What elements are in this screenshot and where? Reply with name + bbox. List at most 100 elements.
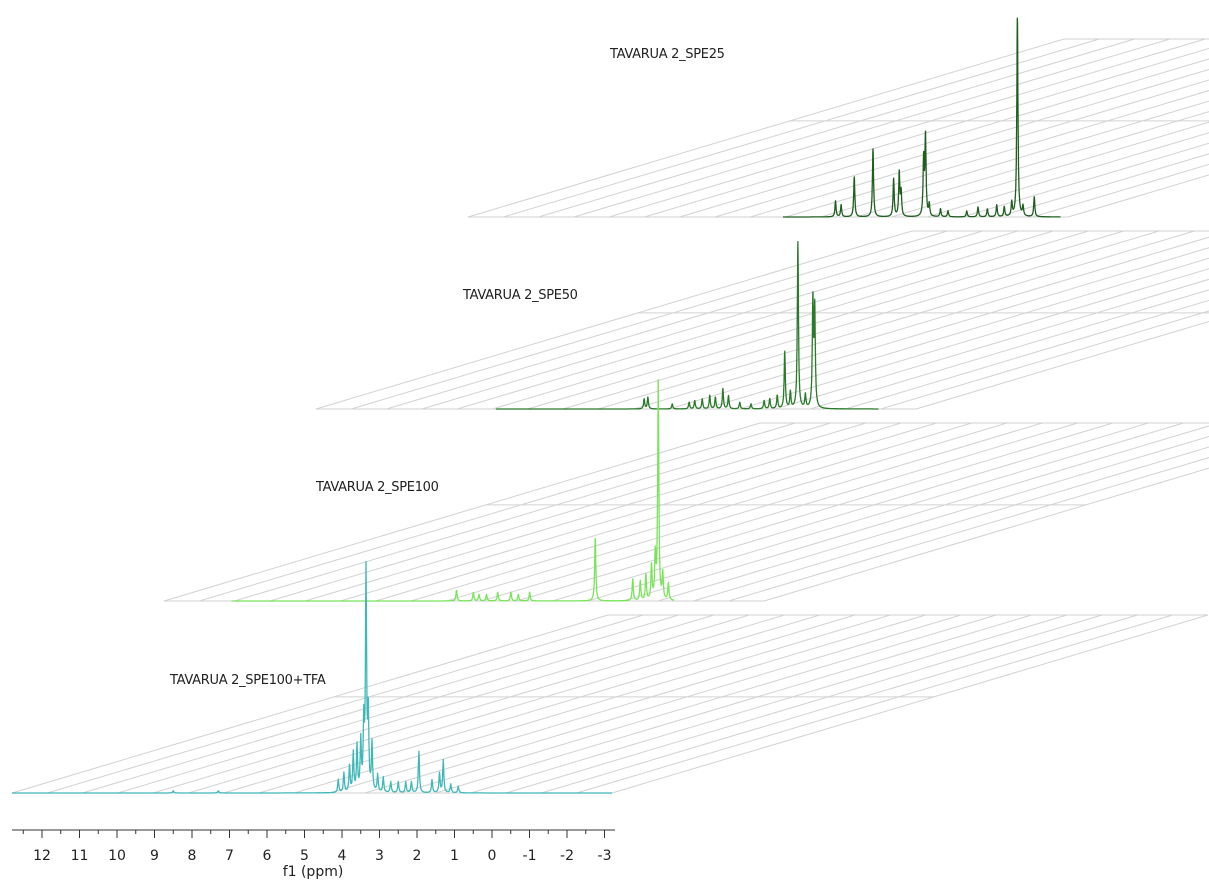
grid-diagonal (375, 422, 972, 602)
tick-label: 4 (338, 848, 347, 864)
grid-diagonal (305, 422, 902, 602)
grid-diagonal (457, 230, 1054, 410)
grid-diagonal (364, 614, 962, 794)
x-axis-ticks: 12 11 10 9 8 7 6 5 4 3 2 1 0 -1 -2 -3 (22, 830, 612, 864)
series-trace-1 (495, 240, 879, 410)
grid-diagonal (609, 38, 1206, 218)
grid-diagonal (714, 68, 1209, 218)
grid-diagonal (679, 58, 1209, 218)
grid-diagonal (961, 142, 1209, 218)
grid-diagonal (997, 153, 1209, 218)
grid-diagonal (481, 422, 1078, 602)
grid-diagonal (541, 614, 1138, 794)
grid-diagonal (351, 230, 948, 410)
grid-diagonal (1032, 163, 1209, 218)
grid-diagonal (258, 614, 856, 794)
series-trace-3 (11, 560, 613, 794)
tick-label: 0 (488, 848, 497, 864)
grid-diagonal (467, 38, 1065, 218)
tick-label: -3 (598, 848, 612, 864)
grid-diagonal (611, 614, 1209, 794)
tick-label: 9 (150, 848, 159, 864)
grid-diagonal (552, 422, 1149, 602)
grid-diagonal (386, 230, 983, 410)
grid-diagonal (1067, 174, 1209, 218)
grid-diagonal (891, 121, 1209, 218)
grid-diagonal (82, 614, 679, 794)
tick-label: 5 (300, 848, 309, 864)
grid-diagonal (435, 614, 1032, 794)
grid-plane (11, 614, 1209, 794)
grid-diagonal (880, 310, 1209, 410)
grid-diagonal (856, 111, 1209, 218)
series-trace-2 (231, 379, 675, 602)
grid-diagonal (199, 422, 796, 602)
grid-diagonal (446, 422, 1043, 602)
grid-diagonal (622, 425, 1209, 602)
grid-diagonal (763, 467, 1209, 602)
grid-diagonal (527, 230, 1124, 410)
grid-diagonal (153, 614, 750, 794)
grid-diagonal (739, 268, 1209, 410)
tick-label: 7 (225, 848, 234, 864)
grid-diagonal (294, 614, 891, 794)
grid-diagonal (163, 422, 761, 602)
grid-diagonal (785, 90, 1209, 218)
grid-diagonal (774, 278, 1209, 410)
grid-diagonal (47, 614, 644, 794)
tick-label: 2 (413, 848, 422, 864)
series-trace-0 (782, 17, 1061, 218)
grid-diagonal (750, 79, 1209, 218)
grid-diagonal (644, 47, 1209, 218)
x-axis: 12 11 10 9 8 7 6 5 4 3 2 1 0 -1 -2 -3 f1 (ppm) (12, 829, 615, 880)
tick-label: 11 (71, 848, 89, 864)
tick-label: 6 (263, 848, 272, 864)
grid-diagonal (410, 422, 1008, 602)
tick-label: -1 (523, 848, 537, 864)
grid-diagonal (573, 38, 1171, 218)
grid-diagonal (728, 457, 1209, 602)
grid-diagonal (188, 614, 785, 794)
grid-diagonal (587, 422, 1184, 602)
grid-diagonal (315, 230, 913, 410)
tick-label: 12 (33, 848, 51, 864)
tick-label: 1 (450, 848, 459, 864)
grid-diagonal (421, 230, 1019, 410)
grid-diagonal (117, 614, 715, 794)
grid-diagonal (820, 100, 1209, 218)
grid-diagonal (234, 422, 831, 602)
grid-diagonal (329, 614, 926, 794)
tick-label: -2 (560, 848, 574, 864)
grid-diagonal (11, 614, 609, 794)
grid-diagonal (400, 614, 997, 794)
grid-diagonal (538, 38, 1135, 218)
grid-diagonal (633, 236, 1209, 410)
grid-diagonal (223, 614, 820, 794)
x-axis-title: f1 (ppm) (283, 864, 344, 880)
grid-diagonal (516, 422, 1114, 602)
grid-diagonal (668, 247, 1209, 410)
grid-diagonal (809, 289, 1209, 410)
tick-label: 3 (375, 848, 384, 864)
grid-diagonal (269, 422, 867, 602)
grid-diagonal (470, 614, 1067, 794)
series-label-1: TAVARUA 2_SPE50 (462, 288, 578, 303)
series-label-2: TAVARUA 2_SPE100 (315, 480, 439, 495)
grid-plane (467, 38, 1209, 218)
spectra-layer: TAVARUA 2_SPE25 TAVARUA 2_SPE50 TAVARUA 2_… (11, 17, 1061, 794)
grid-diagonal (915, 320, 1209, 410)
grid-diagonal (340, 422, 937, 602)
grid-diagonal (576, 614, 1173, 794)
series-label-0: TAVARUA 2_SPE25 (609, 47, 725, 62)
grid-diagonal (598, 230, 1195, 410)
grid-diagonal (503, 38, 1100, 218)
grid-diagonal (505, 614, 1103, 794)
grid-diagonal (845, 299, 1209, 410)
grid-diagonal (704, 257, 1209, 410)
tick-label: 8 (188, 848, 197, 864)
grid-diagonal (926, 132, 1209, 218)
grid-plane (163, 422, 1209, 602)
grid-diagonal (562, 230, 1160, 410)
grid-diagonal (693, 446, 1209, 602)
